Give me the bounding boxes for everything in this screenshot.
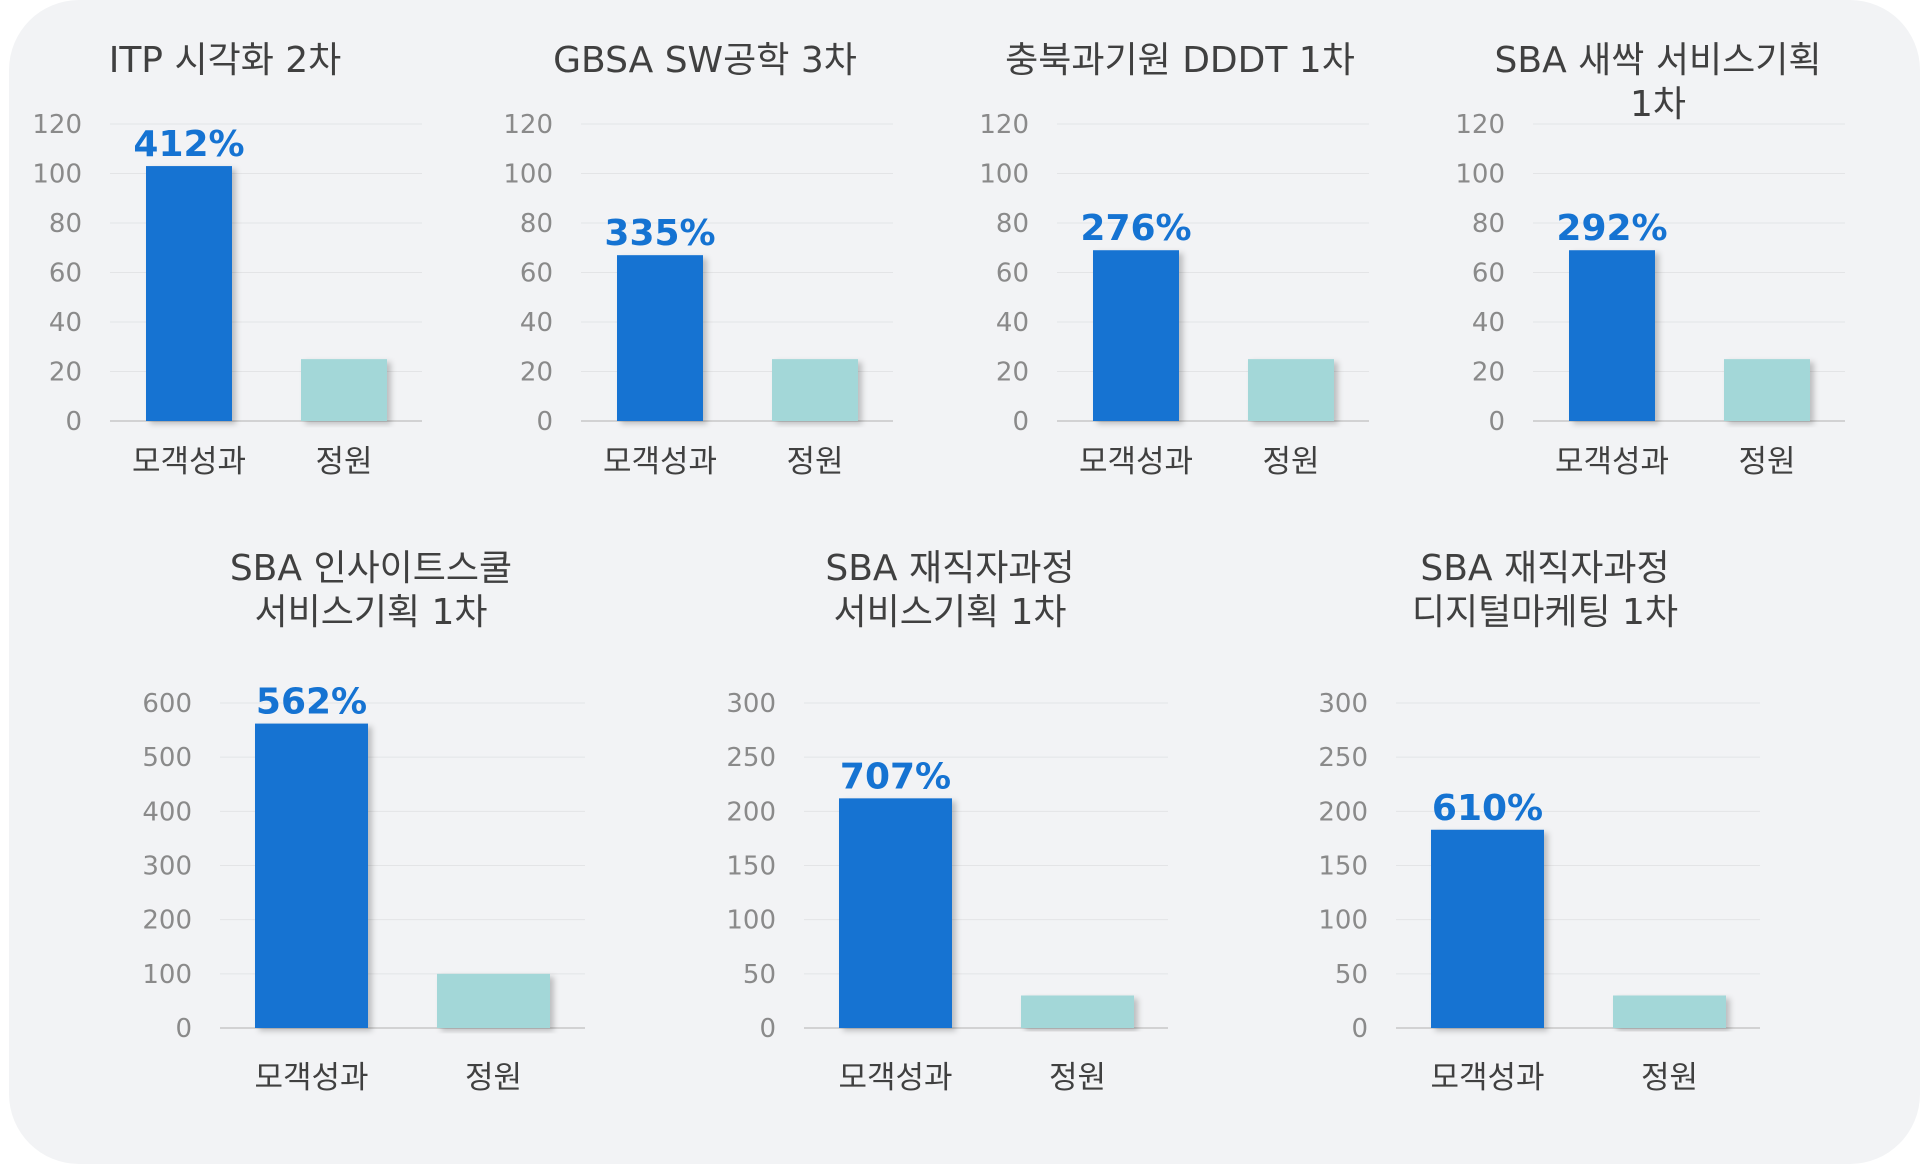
category-label: 정원 (315, 444, 372, 480)
y-tick-label: 0 (536, 407, 553, 437)
category-label: 정원 (1738, 444, 1795, 480)
y-tick-label: 100 (503, 160, 553, 190)
data-label: 562% (256, 682, 367, 723)
data-label: 610% (1432, 788, 1543, 829)
y-tick-label: 20 (49, 358, 82, 388)
y-tick-label: 0 (1351, 1014, 1368, 1044)
y-tick-label: 40 (996, 308, 1029, 338)
y-tick-label: 60 (49, 259, 82, 289)
category-label: 모객성과 (838, 1060, 952, 1096)
data-label: 412% (133, 124, 244, 165)
category-label: 모객성과 (132, 444, 246, 480)
bar-attendance (1569, 250, 1655, 421)
bar-attendance (1431, 829, 1544, 1028)
y-tick-label: 20 (996, 358, 1029, 388)
category-label: 정원 (1641, 1060, 1698, 1096)
y-tick-label: 0 (65, 407, 82, 437)
y-tick-label: 80 (996, 209, 1029, 239)
y-tick-label: 80 (520, 209, 553, 239)
category-label: 정원 (1049, 1060, 1106, 1096)
y-tick-label: 20 (1472, 358, 1505, 388)
y-tick-label: 0 (175, 1014, 192, 1044)
y-tick-label: 40 (520, 308, 553, 338)
y-tick-label: 250 (726, 743, 776, 773)
y-tick-label: 0 (759, 1014, 776, 1044)
y-tick-label: 80 (49, 209, 82, 239)
category-label: 정원 (1262, 444, 1319, 480)
y-tick-label: 0 (1488, 407, 1505, 437)
y-tick-label: 200 (726, 797, 776, 827)
data-label: 335% (604, 213, 715, 254)
y-tick-label: 100 (726, 906, 776, 936)
chart-title: SBA 재직자과정 서비스기획 1차 (825, 548, 1074, 633)
y-tick-label: 20 (520, 358, 553, 388)
y-tick-label: 250 (1318, 743, 1368, 773)
category-label: 모객성과 (603, 444, 717, 480)
y-tick-label: 60 (520, 259, 553, 289)
category-label: 모객성과 (1079, 444, 1193, 480)
y-tick-label: 100 (32, 160, 82, 190)
y-tick-label: 80 (1472, 209, 1505, 239)
y-tick-label: 200 (1318, 797, 1368, 827)
y-tick-label: 500 (142, 743, 192, 773)
y-tick-label: 120 (1455, 110, 1505, 140)
data-label: 276% (1080, 208, 1191, 249)
y-tick-label: 50 (1335, 960, 1368, 990)
y-tick-label: 100 (979, 160, 1029, 190)
chart-title: SBA 인사이트스쿨 서비스기획 1차 (230, 548, 512, 633)
y-tick-label: 50 (743, 960, 776, 990)
category-label: 모객성과 (1430, 1060, 1544, 1096)
y-tick-label: 300 (1318, 689, 1368, 719)
y-tick-label: 40 (49, 308, 82, 338)
bar-capacity (772, 359, 858, 421)
bar-capacity (301, 359, 387, 421)
bar-attendance (1093, 250, 1179, 421)
bar-capacity (1724, 359, 1810, 421)
y-tick-label: 120 (32, 110, 82, 140)
y-tick-label: 300 (726, 689, 776, 719)
bar-capacity (1021, 995, 1134, 1028)
y-tick-label: 150 (726, 852, 776, 882)
chart-title: SBA 새싹 서비스기획 1차 (1495, 40, 1822, 125)
y-tick-label: 400 (142, 797, 192, 827)
chart-title: SBA 재직자과정 디지털마케팅 1차 (1412, 548, 1678, 633)
y-tick-label: 100 (142, 960, 192, 990)
bar-attendance (146, 166, 232, 421)
bar-capacity (1248, 359, 1334, 421)
data-label: 292% (1556, 208, 1667, 249)
bar-attendance (617, 255, 703, 421)
category-label: 모객성과 (254, 1060, 368, 1096)
chart-title: 충북과기원 DDDT 1차 (1005, 40, 1355, 81)
bar-attendance (839, 798, 952, 1028)
chart-title: ITP 시각화 2차 (109, 40, 342, 81)
bar-capacity (437, 973, 550, 1028)
y-tick-label: 120 (979, 110, 1029, 140)
y-tick-label: 40 (1472, 308, 1505, 338)
y-tick-label: 150 (1318, 852, 1368, 882)
y-tick-label: 300 (142, 852, 192, 882)
y-tick-label: 200 (142, 906, 192, 936)
y-tick-label: 60 (996, 259, 1029, 289)
chart-title: GBSA SW공학 3차 (553, 40, 857, 81)
category-label: 정원 (465, 1060, 522, 1096)
bar-attendance (255, 723, 368, 1028)
bar-capacity (1613, 995, 1726, 1028)
y-tick-label: 60 (1472, 259, 1505, 289)
data-label: 707% (840, 756, 951, 797)
category-label: 정원 (786, 444, 843, 480)
y-tick-label: 600 (142, 689, 192, 719)
y-tick-label: 120 (503, 110, 553, 140)
y-tick-label: 100 (1455, 160, 1505, 190)
y-tick-label: 0 (1012, 407, 1029, 437)
y-tick-label: 100 (1318, 906, 1368, 936)
category-label: 모객성과 (1555, 444, 1669, 480)
